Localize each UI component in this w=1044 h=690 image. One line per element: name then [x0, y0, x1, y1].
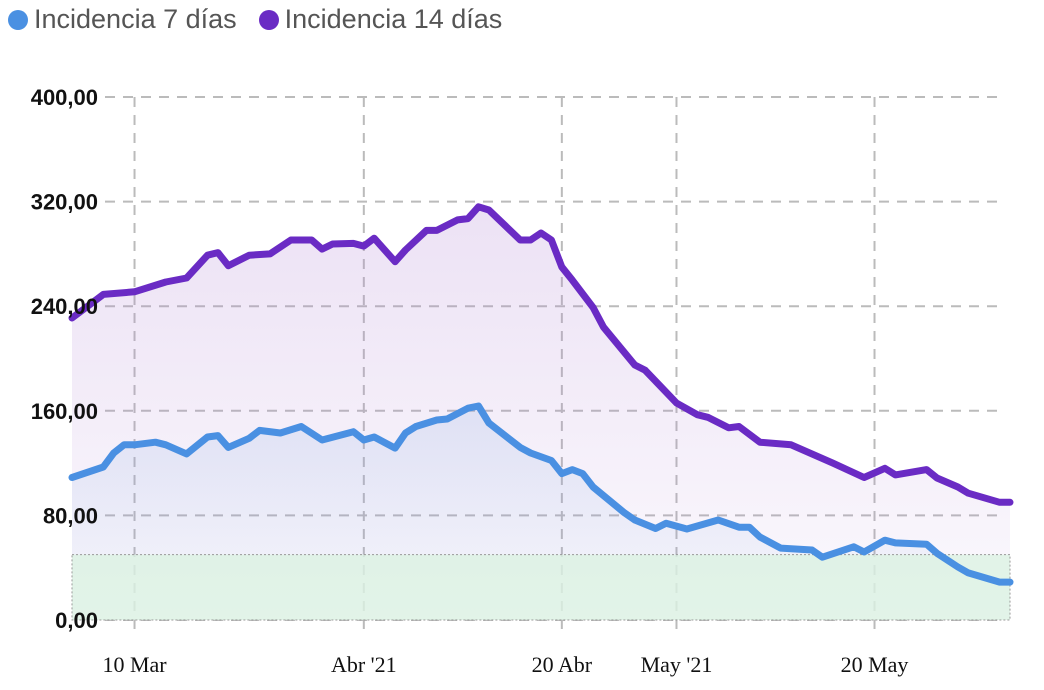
x-tick-label: 10 Mar: [102, 652, 167, 677]
legend-item-14-dias[interactable]: Incidencia 14 días: [258, 4, 503, 35]
series-line-0: [68, 402, 1014, 586]
y-tick-label: 0,00: [55, 608, 98, 633]
legend: Incidencia 7 días Incidencia 14 días: [8, 4, 502, 35]
x-tick-label: 20 Abr: [532, 652, 593, 677]
threshold-band: [71, 554, 1011, 621]
legend-dot-icon: [258, 9, 279, 30]
y-tick-label: 400,00: [31, 85, 98, 110]
x-tick-label: 20 May: [841, 652, 909, 677]
x-tick-label: Abr '21: [331, 652, 397, 677]
legend-label: Incidencia 14 días: [284, 4, 503, 34]
legend-dot-icon: [8, 9, 28, 30]
y-tick-label: 240,00: [31, 294, 98, 319]
series-line-1: [68, 203, 1014, 506]
x-tick-label: May '21: [641, 652, 713, 677]
legend-label: Incidencia 7 días: [34, 4, 237, 34]
legend-item-7-dias[interactable]: Incidencia 7 días: [8, 4, 237, 35]
y-tick-label: 160,00: [31, 399, 98, 424]
y-tick-label: 80,00: [43, 503, 98, 528]
y-tick-label: 320,00: [31, 190, 98, 215]
